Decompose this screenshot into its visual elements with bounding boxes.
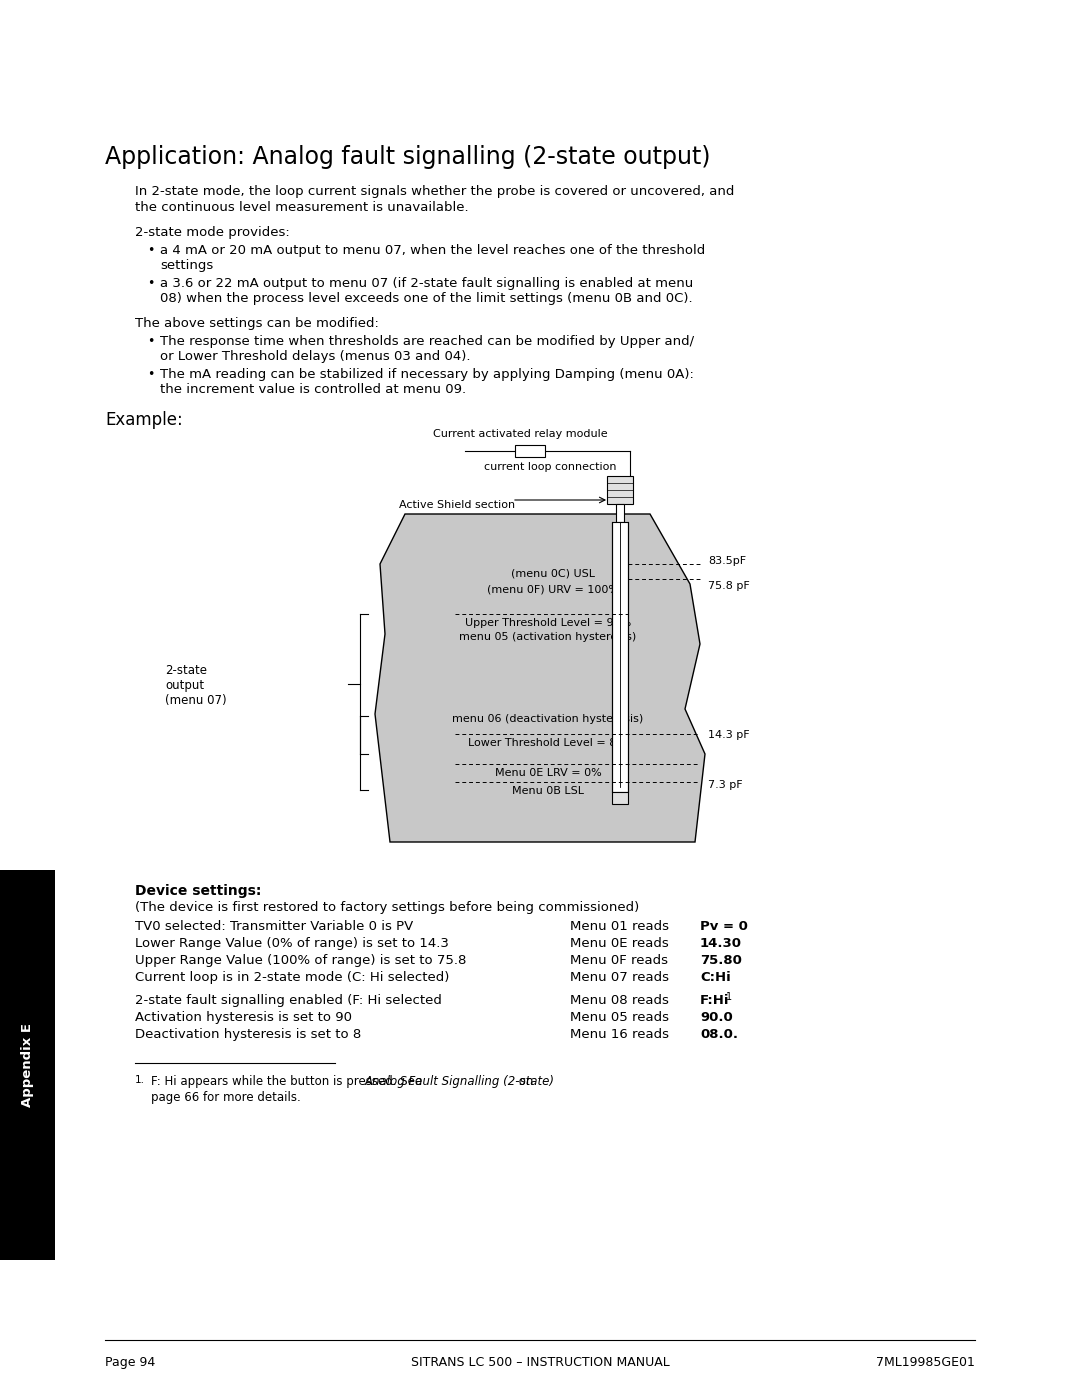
Bar — [612, 532, 627, 798]
Text: Active Shield section: Active Shield section — [399, 500, 515, 510]
Text: Deactivation hysteresis is set to 8: Deactivation hysteresis is set to 8 — [135, 1028, 361, 1041]
Text: 08) when the process level exceeds one of the limit settings (menu 0B and 0C).: 08) when the process level exceeds one o… — [160, 292, 692, 305]
Text: 2-state mode provides:: 2-state mode provides: — [135, 226, 289, 239]
Text: on: on — [515, 1076, 534, 1088]
Bar — [607, 476, 633, 504]
Text: Activation hysteresis is set to 90: Activation hysteresis is set to 90 — [135, 1011, 352, 1024]
Text: 1: 1 — [726, 992, 732, 1002]
Text: •: • — [147, 335, 154, 348]
Text: menu 05 (activation hysteresis): menu 05 (activation hysteresis) — [459, 631, 636, 643]
Text: 7ML19985GE01: 7ML19985GE01 — [876, 1356, 975, 1369]
Text: Menu 01 reads: Menu 01 reads — [570, 921, 669, 933]
Text: Menu 07 reads: Menu 07 reads — [570, 971, 669, 983]
Text: The above settings can be modified:: The above settings can be modified: — [135, 317, 379, 330]
Text: •: • — [147, 277, 154, 291]
Text: 83.5pF: 83.5pF — [708, 556, 746, 566]
Text: (The device is first restored to factory settings before being commissioned): (The device is first restored to factory… — [135, 901, 639, 914]
Text: Lower Range Value (0% of range) is set to 14.3: Lower Range Value (0% of range) is set t… — [135, 937, 449, 950]
Text: Current activated relay module: Current activated relay module — [433, 429, 607, 439]
Text: Menu 0E reads: Menu 0E reads — [570, 937, 669, 950]
Text: 14.30: 14.30 — [700, 937, 742, 950]
Bar — [515, 446, 545, 457]
Text: F: Hi appears while the button is pressed. See: F: Hi appears while the button is presse… — [151, 1076, 426, 1088]
Text: 90.0: 90.0 — [700, 1011, 732, 1024]
Text: Lower Threshold Level = 8%: Lower Threshold Level = 8% — [469, 738, 627, 747]
Text: F:Hi: F:Hi — [700, 995, 729, 1007]
Text: page 66 for more details.: page 66 for more details. — [151, 1091, 300, 1104]
Text: Example:: Example: — [105, 411, 183, 429]
Text: the increment value is controlled at menu 09.: the increment value is controlled at men… — [160, 383, 467, 395]
Text: •: • — [147, 244, 154, 257]
Text: Menu 0E LRV = 0%: Menu 0E LRV = 0% — [495, 768, 602, 778]
Text: C:Hi: C:Hi — [700, 971, 731, 983]
Text: settings: settings — [160, 258, 213, 272]
Text: Analog Fault Signalling (2-state): Analog Fault Signalling (2-state) — [365, 1076, 555, 1088]
Text: 14.3 pF: 14.3 pF — [708, 731, 750, 740]
Text: •: • — [147, 367, 154, 381]
Bar — [612, 792, 627, 805]
Text: menu 06 (deactivation hysteresis): menu 06 (deactivation hysteresis) — [453, 714, 644, 724]
Text: Menu 08 reads: Menu 08 reads — [570, 995, 669, 1007]
Text: a 3.6 or 22 mA output to menu 07 (if 2-state fault signalling is enabled at menu: a 3.6 or 22 mA output to menu 07 (if 2-s… — [160, 277, 693, 291]
Text: The response time when thresholds are reached can be modified by Upper and/: The response time when thresholds are re… — [160, 335, 694, 348]
Text: 75.80: 75.80 — [700, 954, 742, 967]
Text: 2-state
output
(menu 07): 2-state output (menu 07) — [165, 664, 227, 707]
Text: Page 94: Page 94 — [105, 1356, 156, 1369]
Text: SITRANS LC 500 – INSTRUCTION MANUAL: SITRANS LC 500 – INSTRUCTION MANUAL — [410, 1356, 670, 1369]
Text: Upper Threshold Level = 90%: Upper Threshold Level = 90% — [464, 617, 631, 629]
Text: N: N — [526, 446, 534, 455]
Text: Menu 16 reads: Menu 16 reads — [570, 1028, 669, 1041]
Text: Menu 0F reads: Menu 0F reads — [570, 954, 669, 967]
Text: a 4 mA or 20 mA output to menu 07, when the level reaches one of the threshold: a 4 mA or 20 mA output to menu 07, when … — [160, 244, 705, 257]
Text: 08.0.: 08.0. — [700, 1028, 738, 1041]
Text: (menu 0C) USL: (menu 0C) USL — [511, 569, 595, 578]
Text: In 2-state mode, the loop current signals whether the probe is covered or uncove: In 2-state mode, the loop current signal… — [135, 184, 734, 198]
Text: Appendix E: Appendix E — [21, 1023, 33, 1106]
Text: Current loop is in 2-state mode (C: Hi selected): Current loop is in 2-state mode (C: Hi s… — [135, 971, 449, 983]
Text: 75.8 pF: 75.8 pF — [708, 581, 750, 591]
Text: Device settings:: Device settings: — [135, 884, 261, 898]
Text: (menu 0F) URV = 100%: (menu 0F) URV = 100% — [487, 584, 619, 594]
Text: 7.3 pF: 7.3 pF — [708, 780, 743, 789]
Text: or Lower Threshold delays (menus 03 and 04).: or Lower Threshold delays (menus 03 and … — [160, 351, 471, 363]
Text: Pv = 0: Pv = 0 — [700, 921, 747, 933]
Text: TV0 selected: Transmitter Variable 0 is PV: TV0 selected: Transmitter Variable 0 is … — [135, 921, 414, 933]
Text: Menu 0B LSL: Menu 0B LSL — [512, 787, 584, 796]
Text: Application: Analog fault signalling (2-state output): Application: Analog fault signalling (2-… — [105, 145, 711, 169]
Text: the continuous level measurement is unavailable.: the continuous level measurement is unav… — [135, 201, 469, 214]
Bar — [0, 870, 55, 1260]
Text: Upper Range Value (100% of range) is set to 75.8: Upper Range Value (100% of range) is set… — [135, 954, 467, 967]
Text: 1.: 1. — [135, 1076, 145, 1085]
Text: 2-state fault signalling enabled (F: Hi selected: 2-state fault signalling enabled (F: Hi … — [135, 995, 442, 1007]
Text: The mA reading can be stabilized if necessary by applying Damping (menu 0A):: The mA reading can be stabilized if nece… — [160, 367, 693, 381]
Bar — [616, 504, 624, 522]
Text: Menu 05 reads: Menu 05 reads — [570, 1011, 669, 1024]
Text: current loop connection: current loop connection — [484, 462, 617, 472]
Bar — [612, 522, 627, 792]
Polygon shape — [375, 514, 705, 842]
